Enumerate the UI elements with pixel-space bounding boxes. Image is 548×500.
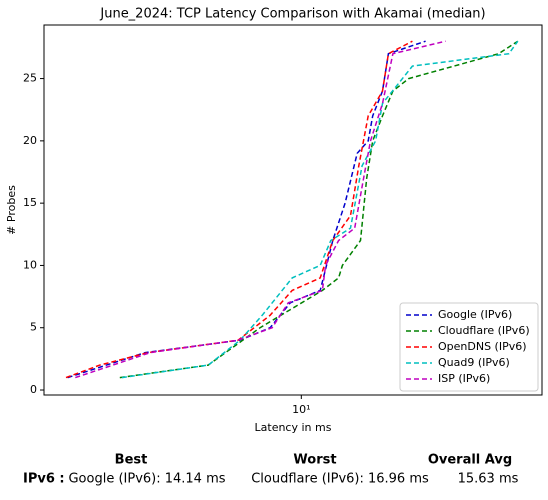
series-line (119, 40, 519, 379)
y-tick-label: 25 (23, 72, 37, 85)
legend-label: Quad9 (IPv6) (438, 356, 510, 369)
summary-row-label: IPv6 : (23, 472, 65, 487)
summary-header: Overall Avg (428, 453, 512, 468)
series-line (75, 40, 446, 379)
legend-label: ISP (IPv6) (438, 372, 490, 385)
legend-label: OpenDNS (IPv6) (438, 340, 527, 353)
y-tick-label: 20 (23, 134, 37, 147)
y-tick-label: 5 (30, 321, 37, 334)
series-line (65, 40, 413, 379)
summary-cell: Cloudflare (IPv6): 16.96 ms (251, 472, 429, 487)
series-line (67, 40, 426, 379)
x-axis-label: Latency in ms (255, 421, 332, 434)
legend-box (399, 302, 539, 392)
summary-cell: Google (IPv6): 14.14 ms (68, 472, 225, 487)
legend-label: Cloudflare (IPv6) (438, 324, 530, 337)
summary-header: Best (115, 453, 148, 468)
y-tick-label: 10 (23, 258, 37, 271)
summary-cell: 15.63 ms (458, 472, 519, 487)
y-tick-label: 0 (30, 383, 37, 396)
series-line (121, 40, 519, 379)
y-axis-label: # Probes (5, 185, 18, 235)
plot-frame (43, 24, 543, 396)
legend-label: Google (IPv6) (438, 308, 512, 321)
y-tick-label: 15 (23, 196, 37, 209)
x-tick-label: 10¹ (292, 403, 310, 416)
summary-header: Worst (293, 453, 336, 468)
chart-title: June_2024: TCP Latency Comparison with A… (99, 7, 485, 22)
